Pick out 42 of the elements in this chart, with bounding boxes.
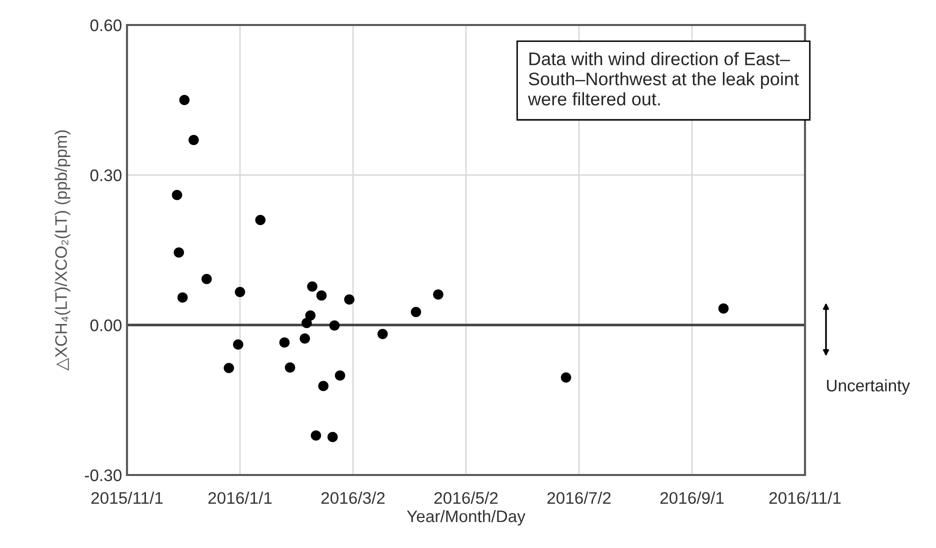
point bbox=[329, 320, 340, 331]
point bbox=[410, 306, 422, 318]
point bbox=[179, 94, 190, 106]
point bbox=[279, 337, 290, 348]
point bbox=[234, 286, 246, 298]
y-tick-label: 0.00 bbox=[90, 319, 122, 332]
x-tick-label: 2016/3/2 bbox=[321, 492, 385, 504]
y-axis-title: △XCH₄(LT)/XCO₂(LT) (ppb/ppm) bbox=[54, 130, 70, 371]
annotation: Data with wind direction of East– South–Northwest at the leak point were filtered out. bbox=[528, 52, 799, 106]
point bbox=[284, 362, 296, 373]
point bbox=[202, 274, 212, 284]
x-tick-label: 2016/1/1 bbox=[208, 492, 272, 504]
point bbox=[232, 339, 244, 350]
point bbox=[177, 292, 188, 303]
x-tick-label: 2016/5/2 bbox=[434, 492, 498, 504]
y-tick-label: -0.30 bbox=[84, 469, 122, 482]
point bbox=[188, 134, 199, 146]
point bbox=[377, 328, 388, 340]
point bbox=[344, 294, 354, 305]
x-axis-title: Year/Month/Day bbox=[406, 510, 526, 526]
y-tick-label: 0.30 bbox=[90, 169, 122, 182]
point bbox=[174, 247, 184, 258]
x-tick-label: 2015/11/1 bbox=[91, 492, 163, 504]
point bbox=[307, 281, 318, 292]
x-tick-label: 2016/7/2 bbox=[547, 492, 611, 504]
x-tick-label: 2016/11/1 bbox=[769, 492, 841, 504]
point bbox=[327, 432, 338, 442]
point bbox=[310, 430, 322, 441]
point bbox=[224, 362, 234, 374]
text: Uncertainty bbox=[826, 379, 910, 395]
point bbox=[718, 303, 729, 314]
y-tick-label: 0.60 bbox=[90, 19, 122, 32]
x-tick-label: 2016/9/1 bbox=[660, 492, 724, 504]
point bbox=[300, 333, 310, 344]
point bbox=[172, 190, 182, 200]
point bbox=[255, 214, 266, 226]
point bbox=[433, 289, 444, 300]
point bbox=[316, 290, 327, 301]
point bbox=[318, 380, 329, 392]
point bbox=[302, 318, 312, 328]
point bbox=[560, 372, 572, 383]
point bbox=[334, 370, 346, 381]
